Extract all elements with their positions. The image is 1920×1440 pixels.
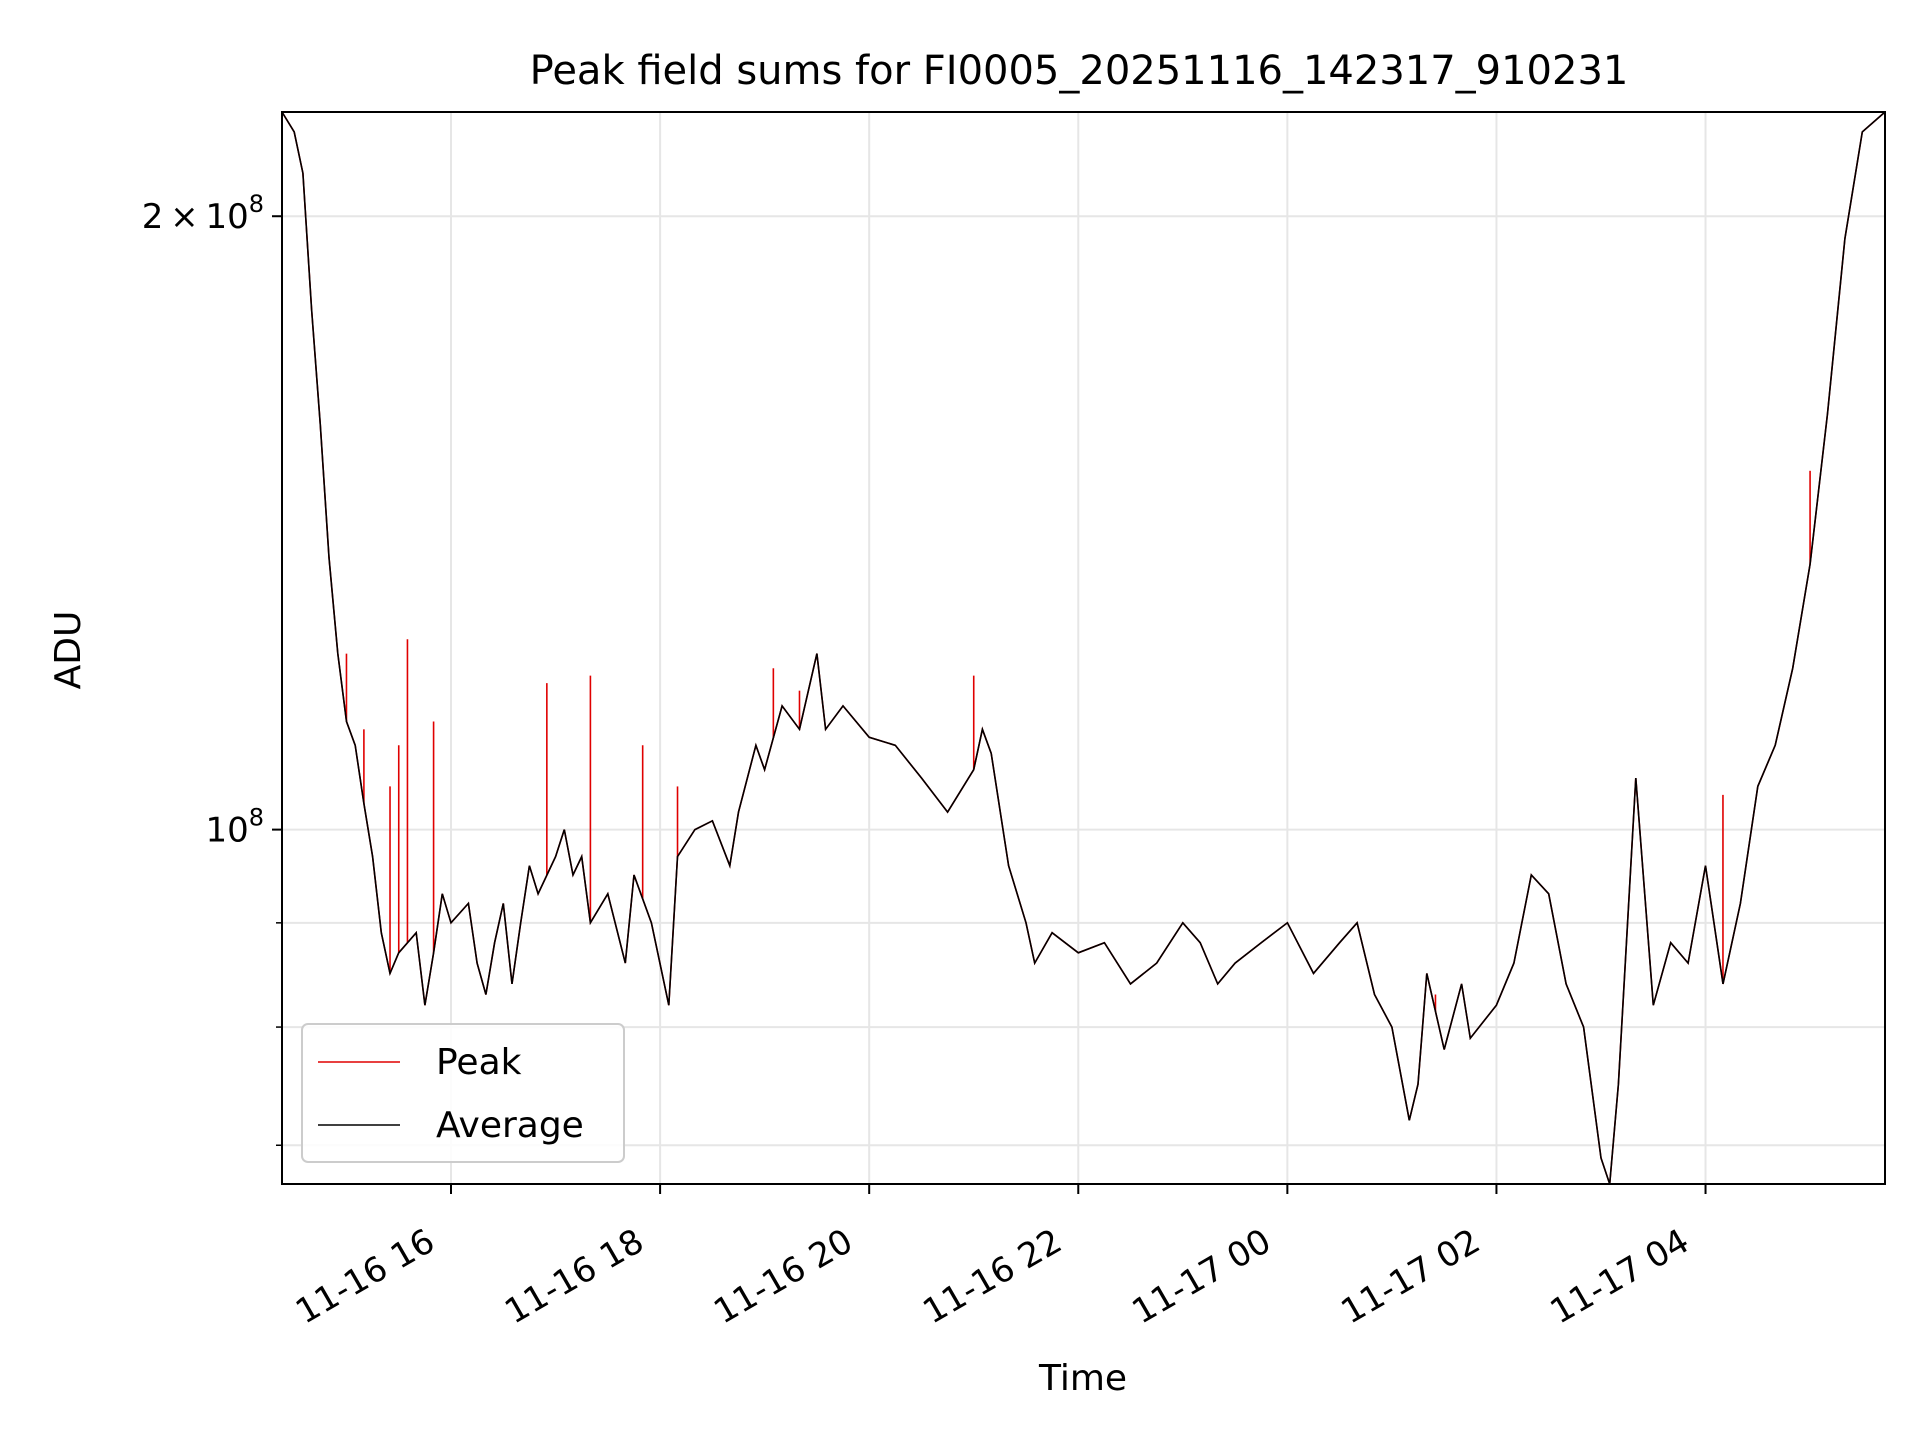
x-axis-label: Time — [1038, 1358, 1127, 1399]
y-tick-mantissa: 2 — [142, 197, 164, 237]
series-layer — [281, 111, 1886, 1185]
x-tick-label: 11-16 18 — [498, 1221, 650, 1332]
plot-frame — [281, 111, 1886, 1185]
x-tick-label: 11-17 02 — [1335, 1221, 1487, 1332]
legend: Peak Average — [301, 1023, 625, 1163]
y-tick-exponent: 8 — [249, 804, 264, 832]
x-tick-label: 11-16 22 — [916, 1221, 1068, 1332]
y-tick-exponent: 8 — [249, 190, 264, 218]
legend-label: Average — [436, 1105, 584, 1146]
y-tick-base: 10 — [205, 197, 248, 237]
x-tick-label: 11-17 04 — [1544, 1221, 1696, 1332]
x-tick-label: 11-16 20 — [707, 1221, 859, 1332]
chart-title: Peak field sums for FI0005_20251116_1423… — [530, 48, 1629, 94]
x-axis-ticks: 11-16 16 11-16 18 11-16 20 11-16 22 11-17 00… — [289, 1184, 1707, 1332]
x-tick-label: 11-17 00 — [1125, 1221, 1277, 1332]
x-tick-label: 11-16 16 — [289, 1221, 441, 1332]
legend-box — [301, 1023, 625, 1163]
grid — [282, 112, 1885, 1184]
y-tick-times: × — [163, 197, 205, 237]
average-series-line — [281, 111, 1886, 1185]
y-tick-label: 108 — [205, 804, 264, 851]
legend-label: Peak — [436, 1042, 522, 1083]
y-tick-label: 2 × 108 — [142, 190, 264, 237]
y-axis-label: ADU — [48, 611, 89, 690]
y-tick-base: 10 — [205, 811, 248, 851]
